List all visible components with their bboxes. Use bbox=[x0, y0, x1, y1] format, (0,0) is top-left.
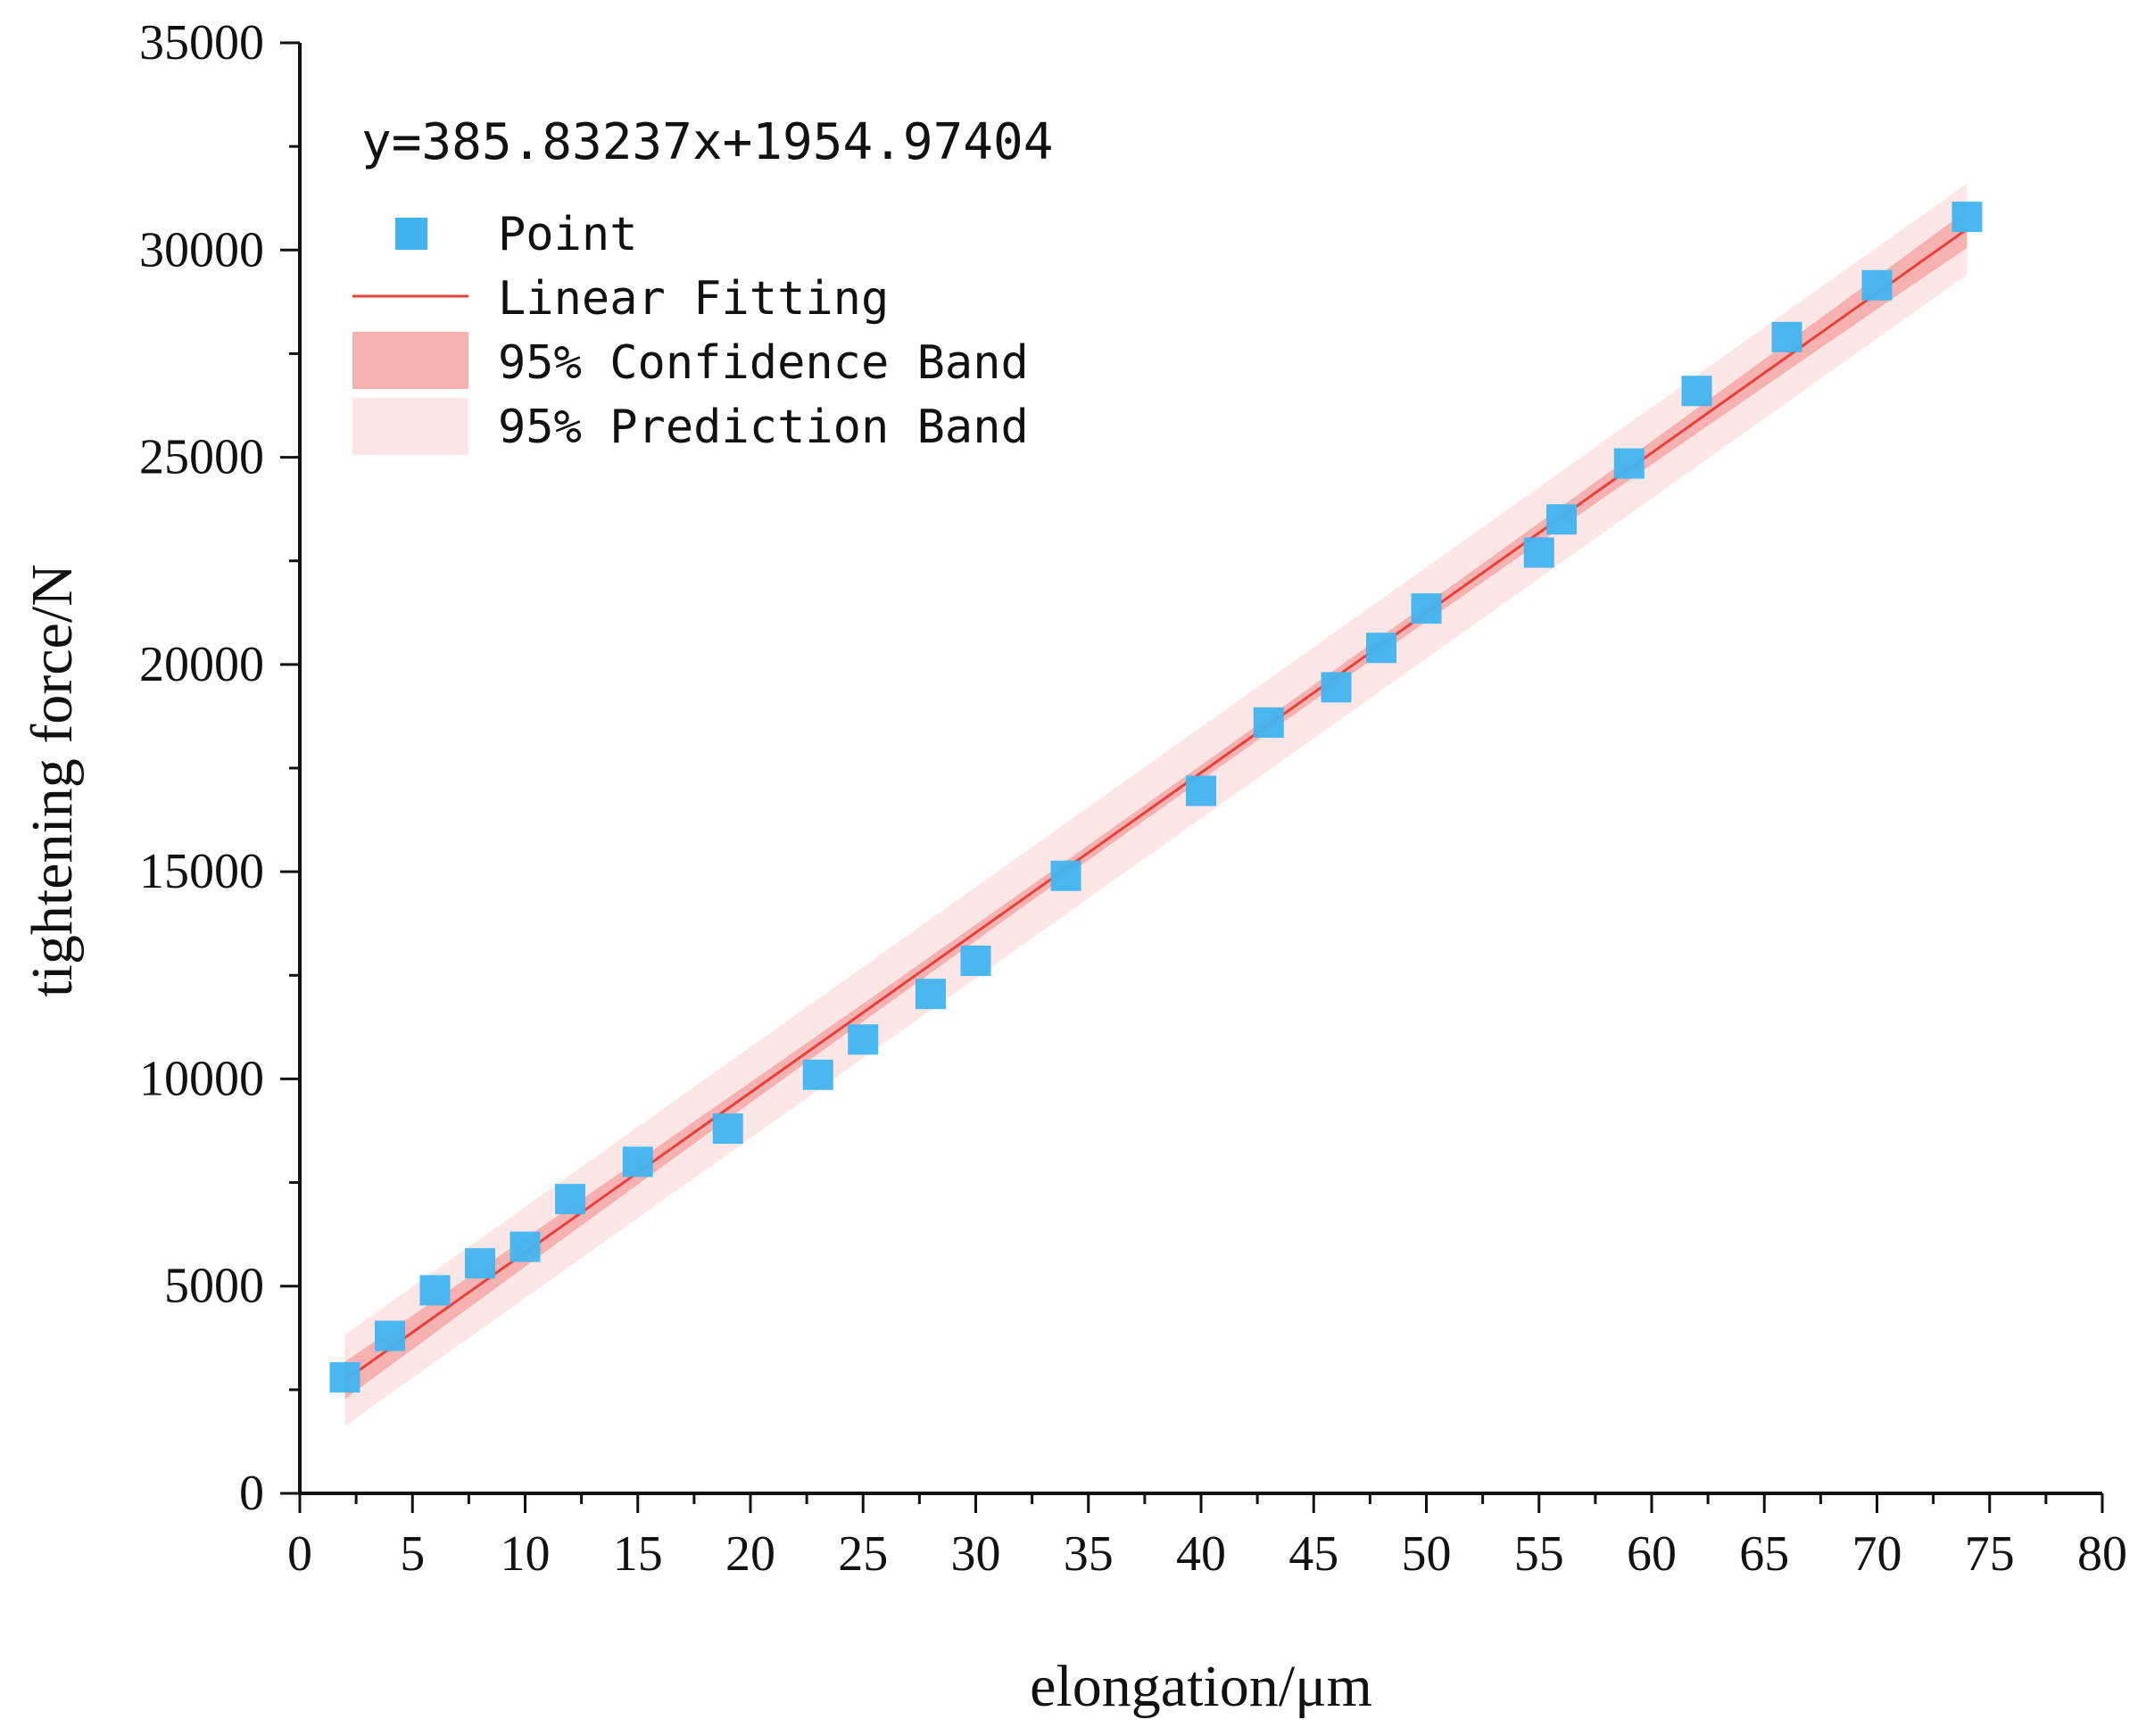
x-tick-label: 20 bbox=[725, 1526, 775, 1582]
legend-label-confidence-band: 95% Confidence Band bbox=[498, 336, 1029, 390]
x-tick-label: 25 bbox=[838, 1526, 888, 1582]
x-tick-label: 30 bbox=[951, 1526, 1001, 1582]
data-points-layer bbox=[329, 202, 1983, 1393]
x-tick-label: 50 bbox=[1402, 1526, 1452, 1582]
data-point bbox=[1681, 376, 1712, 407]
data-point bbox=[802, 1059, 833, 1090]
data-point bbox=[916, 979, 946, 1010]
data-point bbox=[1186, 775, 1216, 806]
data-point bbox=[1951, 202, 1983, 233]
data-point bbox=[960, 946, 991, 977]
x-tick-label: 40 bbox=[1176, 1526, 1226, 1582]
y-tick-label: 35000 bbox=[139, 15, 264, 70]
x-axis-title: elongation/μm bbox=[1030, 1654, 1372, 1719]
y-axis-title: tightening force/N bbox=[20, 564, 85, 997]
x-tick-label: 60 bbox=[1627, 1526, 1677, 1582]
data-point bbox=[1861, 269, 1893, 301]
y-tick-label: 5000 bbox=[164, 1259, 264, 1314]
legend-label-prediction-band: 95% Prediction Band bbox=[498, 401, 1029, 454]
ticks-layer: 0 5 10 15 20 25 30 35 40 45 50 55 60 65 70 75 80 0 5000 100… bbox=[139, 15, 2127, 1582]
data-point bbox=[1050, 860, 1081, 891]
y-tick-label: 20000 bbox=[139, 637, 264, 692]
data-point bbox=[329, 1361, 360, 1393]
x-tick-label: 15 bbox=[613, 1526, 663, 1582]
fit-equation: y=385.83237x+1954.97404 bbox=[361, 113, 1053, 171]
legend-prediction-band-marker bbox=[352, 398, 468, 455]
data-point bbox=[1321, 672, 1352, 703]
data-point bbox=[622, 1146, 653, 1178]
data-point bbox=[465, 1248, 495, 1279]
data-point bbox=[375, 1320, 405, 1352]
x-tick-label: 70 bbox=[1852, 1526, 1902, 1582]
legend-label-linear-fitting: Linear Fitting bbox=[498, 272, 889, 326]
data-point bbox=[1546, 504, 1577, 535]
legend-confidence-band-marker bbox=[352, 332, 468, 389]
x-tick-label: 75 bbox=[1965, 1526, 2015, 1582]
x-tick-label: 80 bbox=[2077, 1526, 2127, 1582]
y-tick-label: 15000 bbox=[139, 844, 264, 899]
x-tick-label: 10 bbox=[501, 1526, 551, 1582]
legend-point-marker bbox=[395, 218, 427, 250]
data-point bbox=[1253, 707, 1284, 738]
x-tick-label: 55 bbox=[1514, 1526, 1564, 1582]
legend-label-point: Point bbox=[498, 208, 638, 261]
x-tick-label: 45 bbox=[1288, 1526, 1338, 1582]
fit-line-layer bbox=[344, 227, 1968, 1382]
data-point bbox=[712, 1113, 743, 1145]
x-tick-label: 65 bbox=[1739, 1526, 1789, 1582]
data-point bbox=[555, 1184, 585, 1215]
y-tick-label: 10000 bbox=[139, 1051, 264, 1106]
data-point bbox=[848, 1024, 879, 1055]
x-tick-label: 0 bbox=[287, 1526, 312, 1582]
fit-line bbox=[344, 227, 1968, 1382]
x-tick-label: 35 bbox=[1064, 1526, 1114, 1582]
data-point bbox=[1366, 632, 1396, 664]
data-point bbox=[1613, 448, 1645, 479]
data-point bbox=[1771, 321, 1802, 352]
x-tick-label: 5 bbox=[400, 1526, 425, 1582]
data-point bbox=[1523, 537, 1554, 568]
data-point bbox=[510, 1231, 541, 1262]
data-point bbox=[1411, 593, 1442, 624]
legend: Point Linear Fitting 95% Confidence Band… bbox=[352, 208, 1029, 455]
y-tick-label: 30000 bbox=[139, 222, 264, 277]
y-tick-label: 25000 bbox=[139, 430, 264, 485]
data-point bbox=[419, 1275, 451, 1306]
y-tick-label: 0 bbox=[239, 1466, 264, 1521]
